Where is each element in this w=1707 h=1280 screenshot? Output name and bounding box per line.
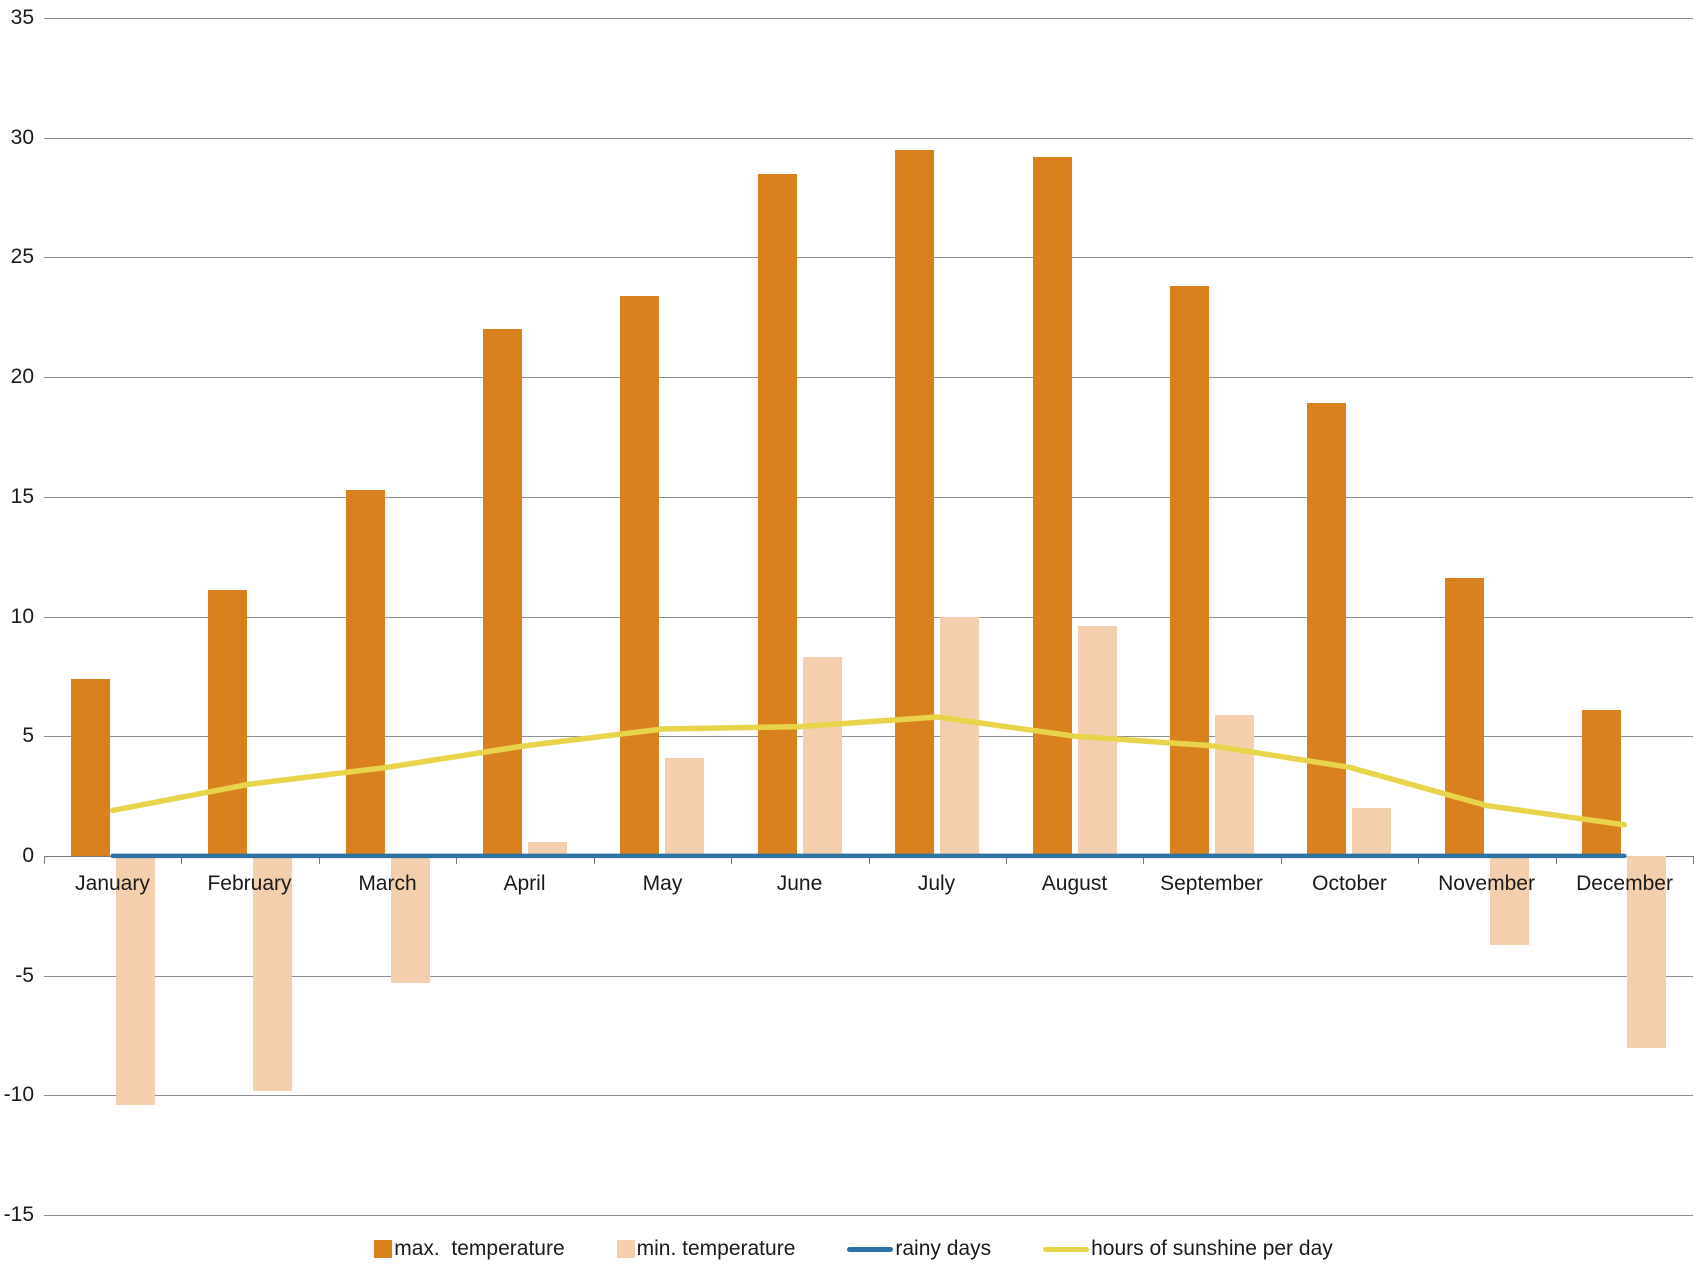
max-temperature-bar-december [1582,710,1621,856]
y-axis-label: -10 [3,1083,34,1106]
min-temperature-bar-march [391,856,430,983]
legend-item-max-temperature: max. temperature [374,1237,565,1261]
min-temperature-bar-october [1352,808,1391,856]
min-temperature-bar-june [803,657,842,856]
min-temperature-bar-november [1490,856,1529,945]
max-temperature-bar-september [1170,286,1209,856]
min-temperature-bar-april [528,842,567,856]
y-axis-label: 0 [22,844,34,867]
legend-label: min. temperature [636,1237,796,1260]
x-axis-label-october: October [1312,872,1387,895]
min-temperature-bar-august [1078,626,1117,856]
gridline [44,617,1693,618]
x-axis-label-june: June [776,872,823,895]
y-axis-label: 5 [22,724,34,747]
x-axis-tick [869,856,870,864]
y-axis-label: 20 [10,365,34,388]
max-temperature-bar-february [208,590,247,856]
x-axis-label-february: February [207,872,292,895]
x-axis-tick [1693,856,1694,864]
x-axis-label-september: September [1160,872,1263,895]
max-temperature-bar-april [483,329,522,856]
x-axis-tick [594,856,595,864]
gridline [44,976,1693,977]
y-axis-label: -5 [15,964,34,987]
legend-item-hours-of-sunshine: hours of sunshine per day [1043,1237,1333,1261]
min-temperature-bar-may [665,758,704,856]
x-axis-tick [1281,856,1282,864]
legend-label: max. temperature [394,1237,565,1260]
x-axis-tick [44,856,45,864]
gridline [44,497,1693,498]
y-axis-label: 15 [10,485,34,508]
max-temperature-bar-march [346,490,385,856]
max-temperature-bar-november [1445,578,1484,856]
x-axis-label-april: April [503,872,546,895]
y-axis-label: -15 [3,1203,34,1226]
x-axis-label-august: August [1041,872,1108,895]
x-axis-label-january: January [75,872,150,895]
gridline [44,257,1693,258]
y-axis-label: 25 [10,245,34,268]
min-temperature-bar-december [1627,856,1666,1048]
x-axis-label-may: May [642,872,683,895]
max-temperature-bar-january [71,679,110,856]
x-axis-label-december: December [1576,872,1673,895]
x-axis-label-july: July [917,872,956,895]
max-temperature-bar-october [1307,403,1346,855]
legend-label: rainy days [895,1237,992,1260]
x-axis-tick [319,856,320,864]
y-axis-label: 10 [10,605,34,628]
x-axis-tick [1418,856,1419,864]
max-temperature-bar-july [895,150,934,856]
x-axis-label-november: November [1438,872,1535,895]
legend-item-rainy-days: rainy days [847,1237,991,1261]
rainy-days-swatch-icon [847,1246,894,1252]
max-temperature-bar-august [1033,157,1072,856]
x-axis-tick [1006,856,1007,864]
gridline [44,377,1693,378]
min-temperature-bar-july [940,617,979,856]
min-temperature-bar-september [1215,715,1254,856]
hours-of-sunshine-swatch-icon [1043,1246,1090,1252]
gridline [44,1215,1693,1216]
max-temperature-bar-june [758,174,797,856]
max-temperature-bar-may [620,296,659,856]
y-axis-label: 30 [10,126,34,149]
chart-legend: max. temperature min. temperature rainy … [0,1237,1707,1261]
gridline [44,1095,1693,1096]
max-temperature-swatch-icon [374,1240,393,1258]
x-axis-label-march: March [358,872,417,895]
y-axis-label: 35 [10,6,34,29]
min-temperature-bar-january [116,856,155,1105]
x-axis-tick [1556,856,1557,864]
min-temperature-swatch-icon [616,1240,635,1258]
legend-label: hours of sunshine per day [1091,1237,1333,1260]
x-axis-tick [456,856,457,864]
gridline [44,18,1693,19]
legend-item-min-temperature: min. temperature [616,1237,796,1261]
x-axis-tick [731,856,732,864]
x-axis-tick [181,856,182,864]
min-temperature-bar-february [253,856,292,1091]
gridline [44,138,1693,139]
x-axis-tick [1143,856,1144,864]
